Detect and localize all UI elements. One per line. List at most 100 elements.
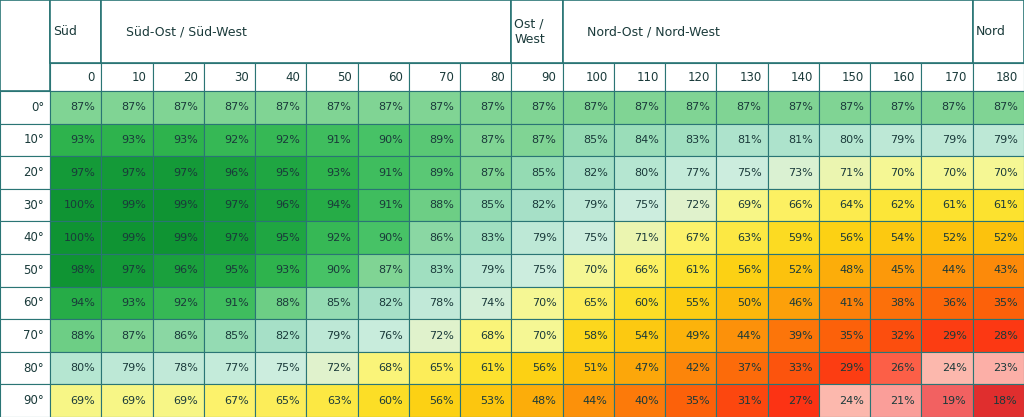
Bar [973,352,1024,384]
Text: 97%: 97% [173,168,198,178]
Text: 70°: 70° [24,329,44,342]
Text: 52%: 52% [942,233,967,243]
Bar [562,63,614,91]
Bar [922,189,973,221]
Bar [511,384,562,417]
Text: 87%: 87% [787,102,813,112]
Text: 87%: 87% [942,102,967,112]
Bar [870,221,922,254]
Bar [0,221,50,254]
Bar [562,221,614,254]
Text: 85%: 85% [224,331,249,341]
Text: 63%: 63% [737,233,762,243]
Text: 53%: 53% [480,396,505,406]
Bar [819,286,870,319]
Text: 78%: 78% [429,298,454,308]
Bar [460,352,511,384]
Text: 92%: 92% [224,135,249,145]
Bar [153,91,204,123]
Text: 92%: 92% [275,135,300,145]
Text: 75%: 75% [737,168,762,178]
Bar [306,319,357,352]
Bar [255,63,306,91]
Bar [101,384,153,417]
Bar [255,254,306,286]
Text: 87%: 87% [480,102,505,112]
Bar [0,254,50,286]
Bar [922,384,973,417]
Bar [922,221,973,254]
Text: 64%: 64% [840,200,864,210]
Bar [768,91,819,123]
Bar [666,384,717,417]
Bar [666,123,717,156]
Text: 87%: 87% [531,102,556,112]
Bar [511,63,562,91]
Text: 72%: 72% [327,363,351,373]
Bar [666,91,717,123]
Text: 69%: 69% [122,396,146,406]
Bar [768,384,819,417]
Bar [562,123,614,156]
Text: 140: 140 [791,70,813,83]
Bar [768,156,819,189]
Text: 44%: 44% [583,396,607,406]
Bar [562,352,614,384]
Text: 56%: 56% [840,233,864,243]
Text: 93%: 93% [71,135,95,145]
Text: 83%: 83% [429,265,454,275]
Bar [511,0,562,63]
Bar [460,63,511,91]
Text: 39%: 39% [788,331,813,341]
Text: 70%: 70% [583,265,607,275]
Bar [922,319,973,352]
Bar [153,352,204,384]
Text: 56%: 56% [737,265,762,275]
Text: 81%: 81% [737,135,762,145]
Bar [50,189,101,221]
Bar [101,319,153,352]
Text: 37%: 37% [737,363,762,373]
Bar [460,189,511,221]
Bar [306,286,357,319]
Bar [460,91,511,123]
Bar [204,156,255,189]
Text: 87%: 87% [429,102,454,112]
Bar [511,286,562,319]
Bar [50,221,101,254]
Bar [511,189,562,221]
Bar [460,221,511,254]
Bar [973,0,1024,63]
Bar [50,286,101,319]
Text: 87%: 87% [891,102,915,112]
Bar [922,63,973,91]
Text: 10°: 10° [24,133,44,146]
Text: 70%: 70% [891,168,915,178]
Bar [666,221,717,254]
Text: 40: 40 [286,70,300,83]
Text: 93%: 93% [122,135,146,145]
Bar [768,319,819,352]
Text: 43%: 43% [993,265,1018,275]
Text: 20°: 20° [24,166,44,179]
Text: Süd-Ost / Süd-West: Süd-Ost / Süd-West [126,25,247,38]
Bar [614,91,666,123]
Bar [50,352,101,384]
Text: 35%: 35% [840,331,864,341]
Text: 51%: 51% [583,363,607,373]
Bar [357,123,409,156]
Text: 76%: 76% [378,331,402,341]
Bar [50,123,101,156]
Text: 28%: 28% [993,331,1018,341]
Bar [255,286,306,319]
Bar [306,91,357,123]
Bar [562,286,614,319]
Text: 59%: 59% [788,233,813,243]
Bar [460,123,511,156]
Bar [153,123,204,156]
Bar [922,156,973,189]
Bar [768,254,819,286]
Bar [973,156,1024,189]
Text: 40°: 40° [24,231,44,244]
Bar [50,319,101,352]
